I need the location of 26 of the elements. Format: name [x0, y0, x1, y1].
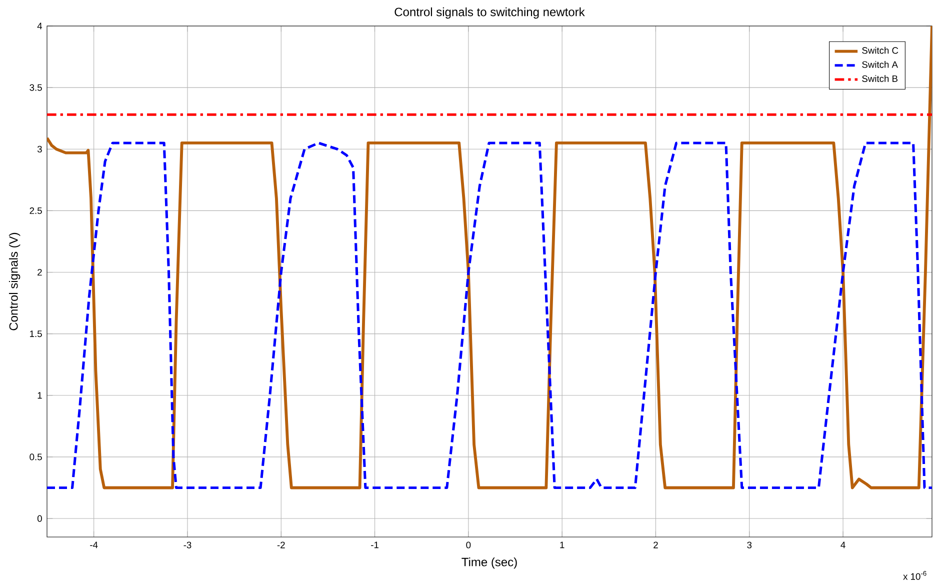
x-tick-label: 3 [747, 542, 752, 548]
legend-label: Switch B [862, 75, 898, 82]
y-tick-label: 1 [38, 392, 42, 399]
y-tick-label: 3 [37, 146, 42, 152]
text: x 10$^{-6}$ [903, 571, 926, 580]
x-tick-label: 4 [840, 542, 846, 548]
x-tick-label: 2 [654, 542, 658, 548]
x-tick-label: -1 [371, 542, 378, 548]
x-tick-label: -3 [184, 542, 192, 548]
x-tick-label: -4 [90, 542, 98, 548]
x-axis-title: Time (sec) [462, 557, 517, 569]
x-tick-label: 1 [560, 542, 564, 548]
line-series [47, 142, 932, 490]
y-tick-label: 2.5 [30, 207, 42, 214]
x-tick-label: -2 [277, 542, 285, 548]
y-tick-label: 4 [37, 22, 42, 30]
legend-label: Switch C [862, 46, 898, 54]
y-axis-title: Control signals (V) [8, 232, 20, 330]
y-tick-label: 0 [37, 515, 42, 522]
y-tick-label: 3.5 [30, 84, 42, 91]
legend-label: Switch A [862, 61, 898, 68]
chart-title: Control signals to switching newtork [394, 7, 585, 19]
y-tick-label: 2 [38, 269, 42, 276]
x-tick-label: 0 [466, 542, 471, 548]
y-tick-label: 1.5 [30, 330, 42, 338]
y-tick-label: 0.5 [30, 454, 42, 460]
